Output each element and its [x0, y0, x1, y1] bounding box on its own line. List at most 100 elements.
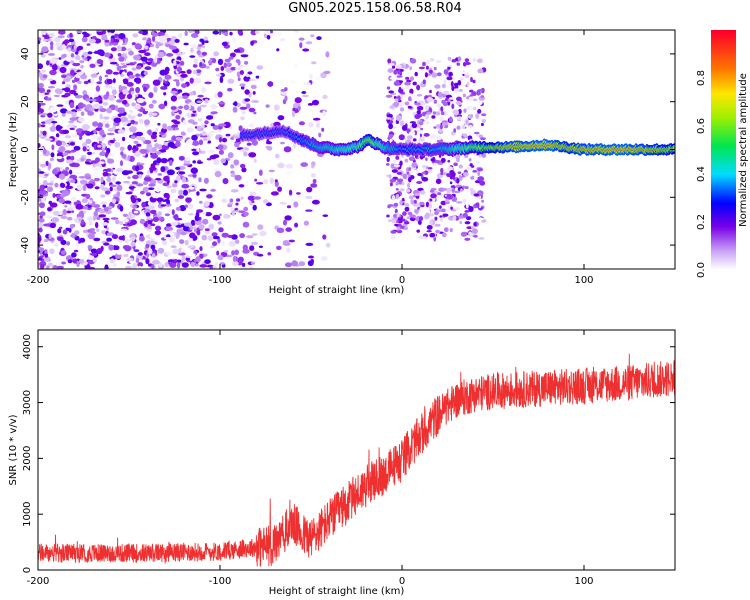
heatmap-cell [308, 122, 314, 128]
heatmap-cell [208, 223, 214, 230]
heatmap-cell [221, 232, 229, 238]
heatmap-cell [83, 210, 87, 214]
heatmap-cell [54, 36, 61, 43]
heatmap-cell [188, 213, 194, 216]
heatmap-cell [131, 42, 136, 46]
heatmap-cell [157, 211, 162, 217]
heatmap-cell [398, 88, 404, 94]
colorbar-swatch [711, 50, 736, 53]
heatmap-cell [115, 105, 119, 112]
heatmap-cell [199, 188, 207, 192]
heatmap-cell [418, 121, 424, 126]
heatmap-cell [221, 137, 228, 143]
heatmap-cell [164, 213, 171, 217]
heatmap-cell [44, 173, 49, 177]
heatmap-cell [161, 144, 170, 151]
heatmap-cell [71, 232, 75, 239]
colorbar-swatch [711, 62, 736, 65]
heatmap-cell [71, 49, 77, 53]
heatmap-cell [138, 49, 147, 54]
heatmap-cell [468, 231, 473, 236]
heatmap-cell [145, 258, 150, 265]
heatmap-cell [428, 203, 432, 209]
heatmap-cell [391, 169, 399, 173]
heatmap-cell [409, 66, 413, 71]
heatmap-cell [251, 233, 258, 236]
heatmap-cell [231, 37, 237, 43]
heatmap-cell [255, 182, 264, 185]
heatmap-cell [164, 66, 170, 72]
colorbar-swatch [711, 222, 736, 225]
heatmap-cell [100, 194, 106, 198]
heatmap-cell [388, 90, 395, 94]
colorbar-swatch [711, 170, 736, 173]
heatmap-cell [163, 100, 168, 107]
heatmap-cell [169, 262, 177, 268]
heatmap-cell [298, 121, 305, 126]
heatmap-cell [201, 234, 208, 241]
heatmap-cell [101, 187, 110, 191]
heatmap-cell [239, 106, 248, 110]
heatmap-cell [170, 222, 179, 226]
heatmap-cell [66, 208, 73, 211]
heatmap-cell [84, 58, 88, 61]
heatmap-cell [286, 205, 292, 209]
heatmap-cell [461, 175, 465, 178]
heatmap-cell [80, 157, 85, 162]
heatmap-cell [50, 44, 54, 51]
heatmap-cell [208, 130, 216, 134]
heatmap-cell [77, 117, 85, 123]
heatmap-cell [136, 183, 144, 187]
heatmap-cell [396, 229, 403, 234]
heatmap-cell [283, 146, 292, 153]
heatmap-cell [42, 130, 47, 136]
heatmap-cell [55, 133, 60, 138]
heatmap-cell [430, 158, 434, 162]
colorbar-swatch [711, 78, 736, 81]
heatmap-cell [214, 92, 218, 99]
heatmap-cell [433, 66, 437, 71]
heatmap-cell [439, 116, 444, 122]
heatmap-cell [181, 183, 190, 189]
heatmap-cell [104, 84, 113, 89]
heatmap-cell [187, 138, 194, 145]
colorbar-swatch [711, 64, 736, 67]
heatmap-cell [123, 132, 129, 139]
heatmap-cell [123, 180, 130, 184]
heatmap-cell [248, 124, 255, 128]
heatmap-cell [166, 251, 172, 256]
heatmap-y-axis-label: Frequency (Hz) [8, 112, 19, 188]
heatmap-cell [226, 62, 232, 68]
heatmap-cell [250, 40, 255, 46]
colorbar-swatch [711, 264, 736, 267]
heatmap-cell [256, 65, 264, 70]
heatmap-cell [246, 235, 254, 239]
heatmap-cell [106, 107, 113, 114]
heatmap-cell [254, 30, 260, 35]
heatmap-cell [307, 103, 314, 106]
heatmap-cell [213, 51, 220, 57]
heatmap-cell [449, 228, 453, 233]
heatmap-cell [180, 232, 187, 236]
heatmap-cell [471, 226, 475, 229]
heatmap-cell [48, 233, 52, 240]
heatmap-cell [128, 50, 134, 56]
chart-title: GN05.2025.158.06.58.R04 [288, 1, 462, 16]
heatmap-cell [431, 72, 438, 78]
heatmap-cell [97, 122, 103, 129]
heatmap-cell [267, 81, 274, 87]
heatmap-cell [171, 183, 178, 188]
heatmap-cell [240, 196, 244, 200]
heatmap-cell [198, 224, 205, 230]
heatmap-cell [42, 74, 48, 79]
heatmap-cell [71, 111, 77, 118]
heatmap-cell [139, 235, 145, 242]
heatmap-cell [443, 227, 449, 233]
heatmap-cell [446, 193, 453, 200]
heatmap-cell [102, 217, 110, 221]
heatmap-cell [470, 175, 475, 180]
heatmap-cell [196, 45, 202, 50]
heatmap-cell [53, 94, 60, 98]
heatmap-cell [148, 187, 155, 190]
heatmap-cell [118, 235, 125, 241]
